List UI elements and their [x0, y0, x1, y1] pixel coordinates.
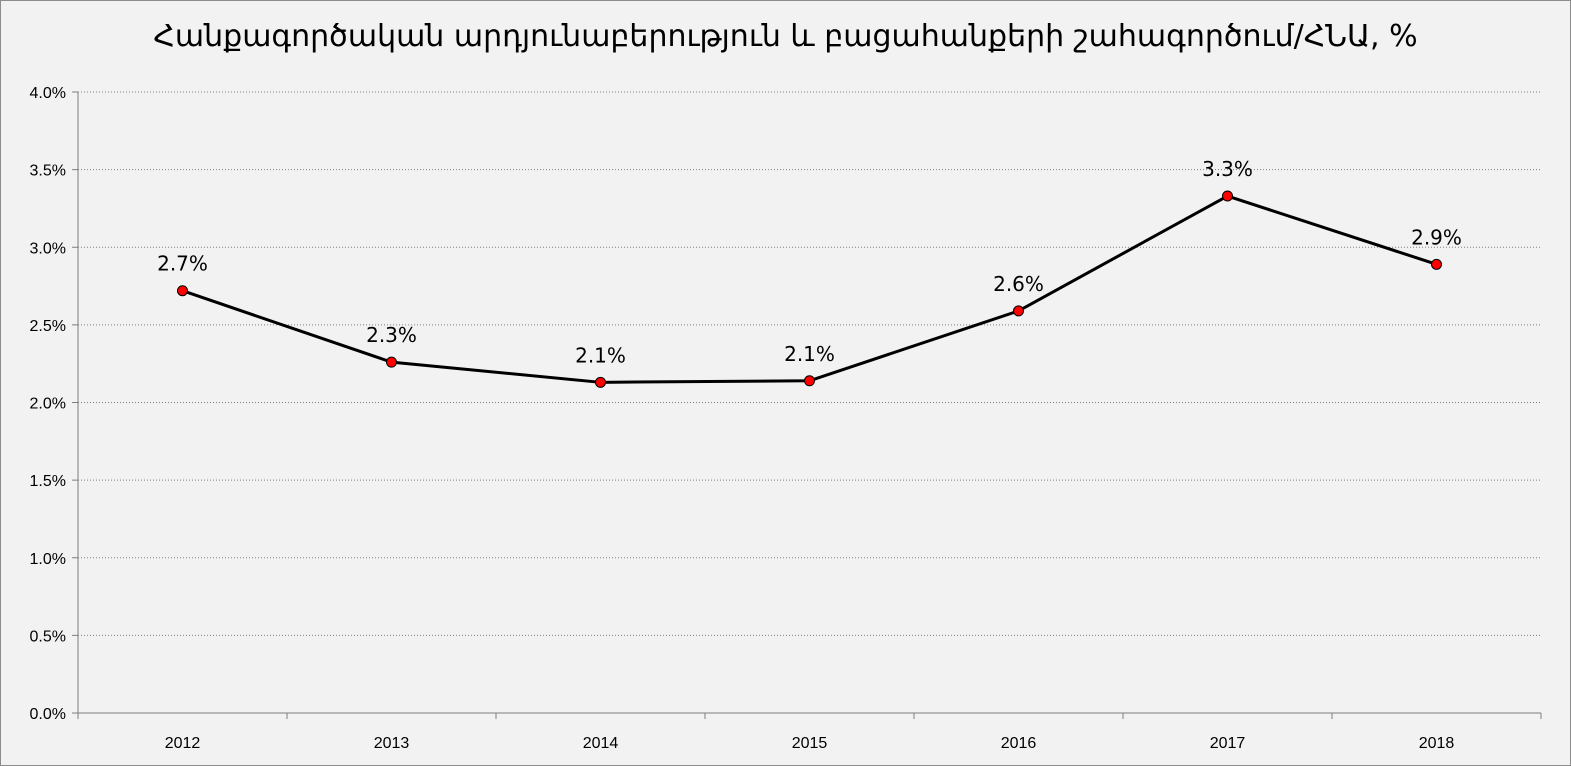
x-tick-label: 2015	[792, 735, 828, 752]
data-label: 2.6%	[993, 272, 1044, 296]
x-tick-label: 2017	[1210, 735, 1246, 752]
gridlines	[78, 91, 1541, 636]
y-tick-label: 0.0%	[30, 706, 66, 723]
x-tick-label: 2014	[583, 735, 619, 752]
data-point	[595, 376, 606, 388]
data-point	[804, 375, 815, 387]
chart-title: Հանքագործական արդյունաբերություն և բացահ…	[153, 19, 1418, 54]
x-tick-label: 2012	[165, 735, 201, 752]
y-tick-label: 2.5%	[30, 318, 66, 335]
y-tick-label: 1.0%	[30, 551, 66, 568]
y-tick-label: 3.0%	[30, 240, 66, 257]
data-point	[177, 285, 188, 297]
data-point	[1222, 190, 1233, 202]
y-tick-label: 3.5%	[30, 163, 66, 180]
y-tick-label: 1.5%	[30, 473, 66, 490]
y-tick-label: 2.0%	[30, 396, 66, 413]
data-label: 2.3%	[366, 323, 417, 347]
x-tick-label: 2018	[1419, 735, 1455, 752]
x-tick-label: 2016	[1001, 735, 1037, 752]
data-point	[386, 356, 397, 368]
data-series	[177, 190, 1442, 388]
data-point	[1013, 305, 1024, 317]
data-label: 2.1%	[784, 342, 835, 366]
data-point	[1431, 258, 1442, 270]
data-label: 2.1%	[575, 343, 626, 367]
axes: 0.0% 0.5% 1.0% 1.5% 2.0% 2.5% 3.0% 3.5% 4.0% 2012…	[30, 85, 1542, 752]
y-tick-label: 0.5%	[30, 628, 66, 645]
x-tick-label: 2013	[374, 735, 410, 752]
data-label: 3.3%	[1202, 157, 1253, 181]
data-labels: 2.7% 2.3% 2.1% 2.1% 2.6% 3.3% 2.9%	[157, 157, 1462, 367]
data-label: 2.7%	[157, 252, 208, 276]
y-tick-label: 4.0%	[30, 85, 66, 102]
data-label: 2.9%	[1411, 225, 1462, 249]
